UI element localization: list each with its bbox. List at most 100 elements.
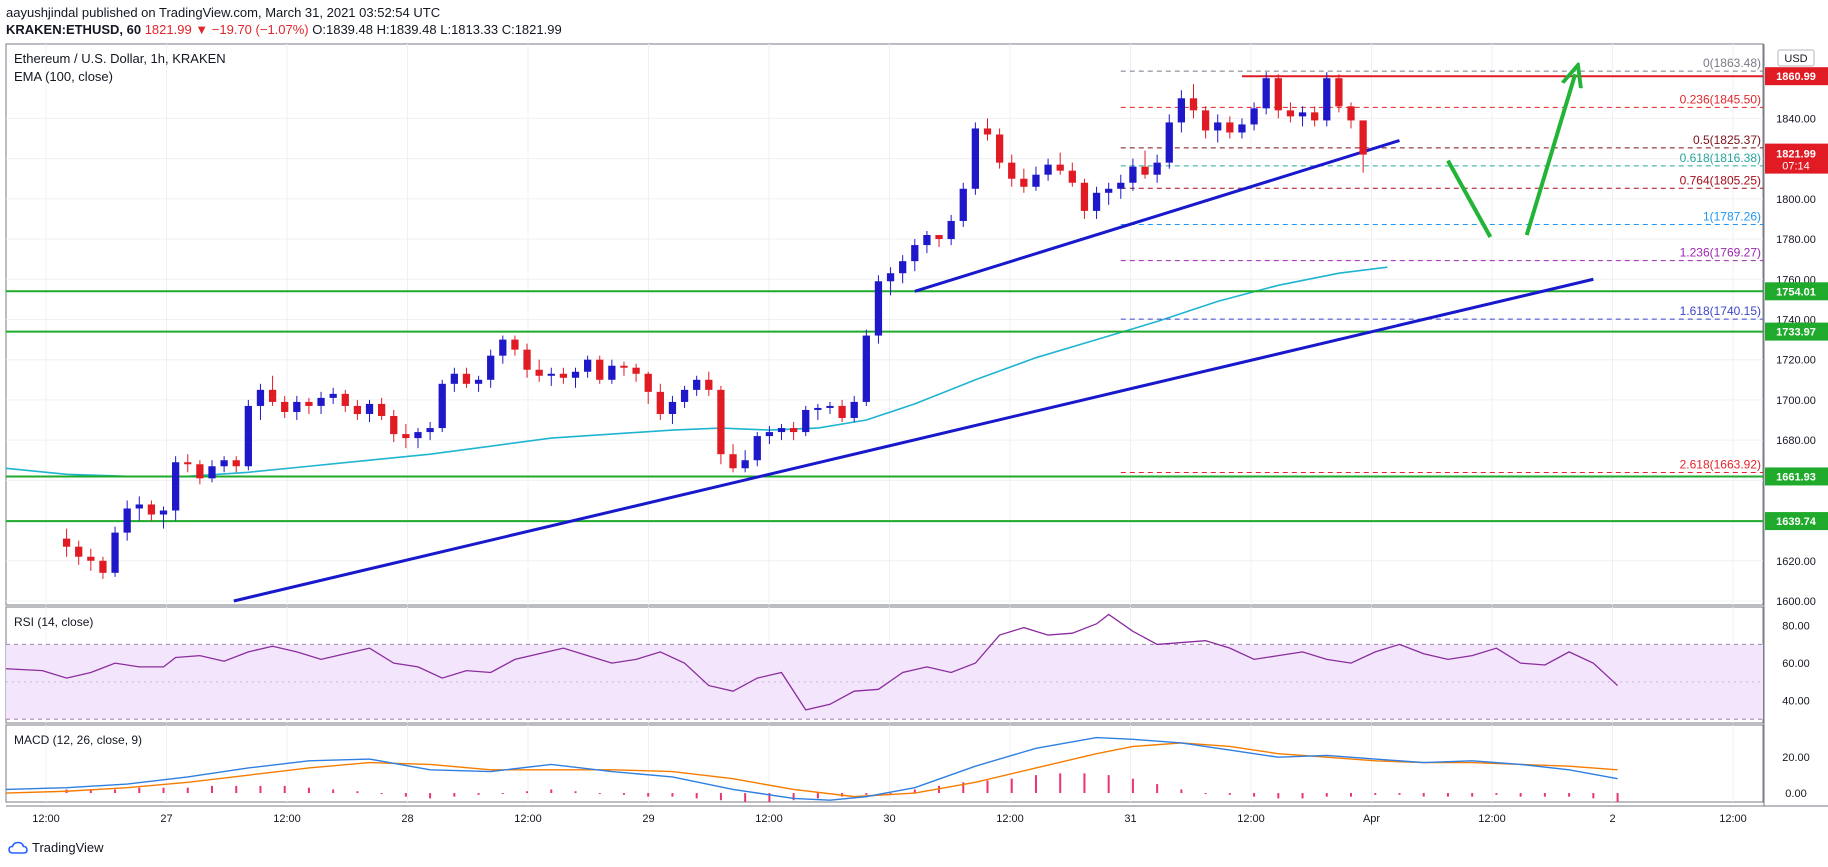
candle-body (426, 428, 434, 433)
candle-body (365, 403, 374, 414)
candle-body (620, 365, 628, 368)
x-tick-label: 30 (883, 813, 895, 825)
candle-body (789, 428, 798, 433)
candle-body (935, 235, 943, 240)
candle (365, 399, 374, 423)
x-tick-label: 12:00 (1719, 813, 1747, 825)
candle (1129, 158, 1137, 191)
candle-body (1226, 122, 1234, 133)
candle (850, 395, 858, 423)
macd-histogram-bar (622, 793, 625, 795)
candle (62, 528, 71, 557)
candle (426, 422, 434, 441)
candle-body (705, 379, 713, 390)
candle-body (1129, 166, 1137, 183)
candle (959, 182, 967, 227)
macd-pane: 0.00 20.00 MACD (12, 26, close, 9) (5, 733, 1810, 802)
main-pane-frame (5, 43, 1764, 606)
macd-histogram-bar (1325, 793, 1328, 797)
candle-body (535, 369, 543, 376)
open-label: O:1839.48 (312, 22, 373, 37)
macd-histogram-bar (162, 787, 165, 794)
candle-body (886, 273, 895, 282)
candle (414, 428, 422, 449)
candle (1117, 174, 1125, 199)
candle (1141, 150, 1149, 179)
candle (1298, 106, 1307, 127)
candle (680, 385, 689, 408)
macd-signal-line (5, 742, 1618, 798)
candle (208, 460, 216, 483)
candle (281, 395, 289, 418)
candle (1226, 116, 1234, 139)
candle (1201, 106, 1210, 139)
candle (1359, 120, 1367, 173)
candle (329, 387, 337, 404)
x-tick-label: 28 (401, 813, 413, 825)
scenario-arrow (1446, 159, 1493, 239)
candle-body (1080, 182, 1089, 211)
x-tick-label: 12:00 (755, 813, 783, 825)
candle-body (1177, 98, 1186, 123)
current-price-label: 1821.99 (1776, 149, 1816, 161)
candle (777, 424, 786, 441)
x-tick-label: 12:00 (996, 813, 1024, 825)
candle (462, 367, 471, 388)
fib-level-label: 0(1863.48) (1703, 56, 1761, 70)
candle-body (268, 389, 277, 402)
candle-body (1165, 122, 1173, 163)
candle (995, 128, 1004, 169)
macd-histogram-bar (332, 789, 335, 794)
macd-tick-label: 0.00 (1785, 788, 1806, 800)
candle-body (826, 405, 834, 408)
y-tick-label: 1720.00 (1776, 355, 1816, 367)
candle (911, 239, 919, 272)
candle (1214, 114, 1222, 143)
candle-body (135, 504, 143, 509)
tradingview-logo[interactable]: TradingView (8, 840, 104, 855)
macd-histogram-bar (283, 785, 286, 794)
candle (717, 385, 725, 465)
candle (87, 548, 95, 571)
candle (147, 500, 156, 521)
candle (341, 389, 349, 412)
candle (487, 349, 495, 388)
chart-title: Ethereum / U.S. Dollar, 1h, KRAKEN (14, 51, 226, 66)
candle-body (862, 335, 870, 402)
candle (1189, 84, 1198, 119)
candle-body (1298, 112, 1307, 117)
published-line: aayushjindal published on TradingView.co… (6, 5, 441, 20)
x-tick-label: 12:00 (32, 813, 60, 825)
candle (256, 383, 265, 421)
candle-body (1335, 78, 1343, 107)
grid-lines: 12:00 27 12:00 28 12:00 29 12:00 30 12:00 31 12:00… (6, 44, 1828, 825)
macd-histogram-bar (453, 793, 456, 797)
macd-histogram-bar (501, 793, 504, 795)
rsi-line (5, 613, 1619, 711)
macd-histogram-bar (477, 793, 480, 795)
macd-histogram-bar (1156, 784, 1159, 794)
candle (1250, 102, 1258, 131)
candle-body (317, 397, 325, 406)
candle (402, 424, 410, 449)
candle-body (1056, 164, 1064, 171)
candle (1153, 154, 1161, 183)
candle (923, 231, 931, 254)
macd-histogram-bar (550, 789, 553, 794)
candle (1032, 166, 1040, 191)
y-tick-label: 1780.00 (1776, 234, 1816, 246)
candle-body (693, 379, 701, 390)
support-price-badge (1765, 512, 1828, 531)
candle (99, 556, 107, 579)
candle-body (971, 128, 980, 189)
candle (1238, 118, 1246, 139)
candle (899, 255, 907, 284)
candle (232, 456, 240, 473)
candle-body (802, 409, 810, 433)
y-tick-label: 1800.00 (1776, 194, 1816, 206)
macd-histogram-bar (695, 793, 698, 799)
candle (1311, 106, 1319, 127)
candle-body (1274, 78, 1282, 111)
ema-legend: EMA (100, close) (14, 69, 113, 84)
